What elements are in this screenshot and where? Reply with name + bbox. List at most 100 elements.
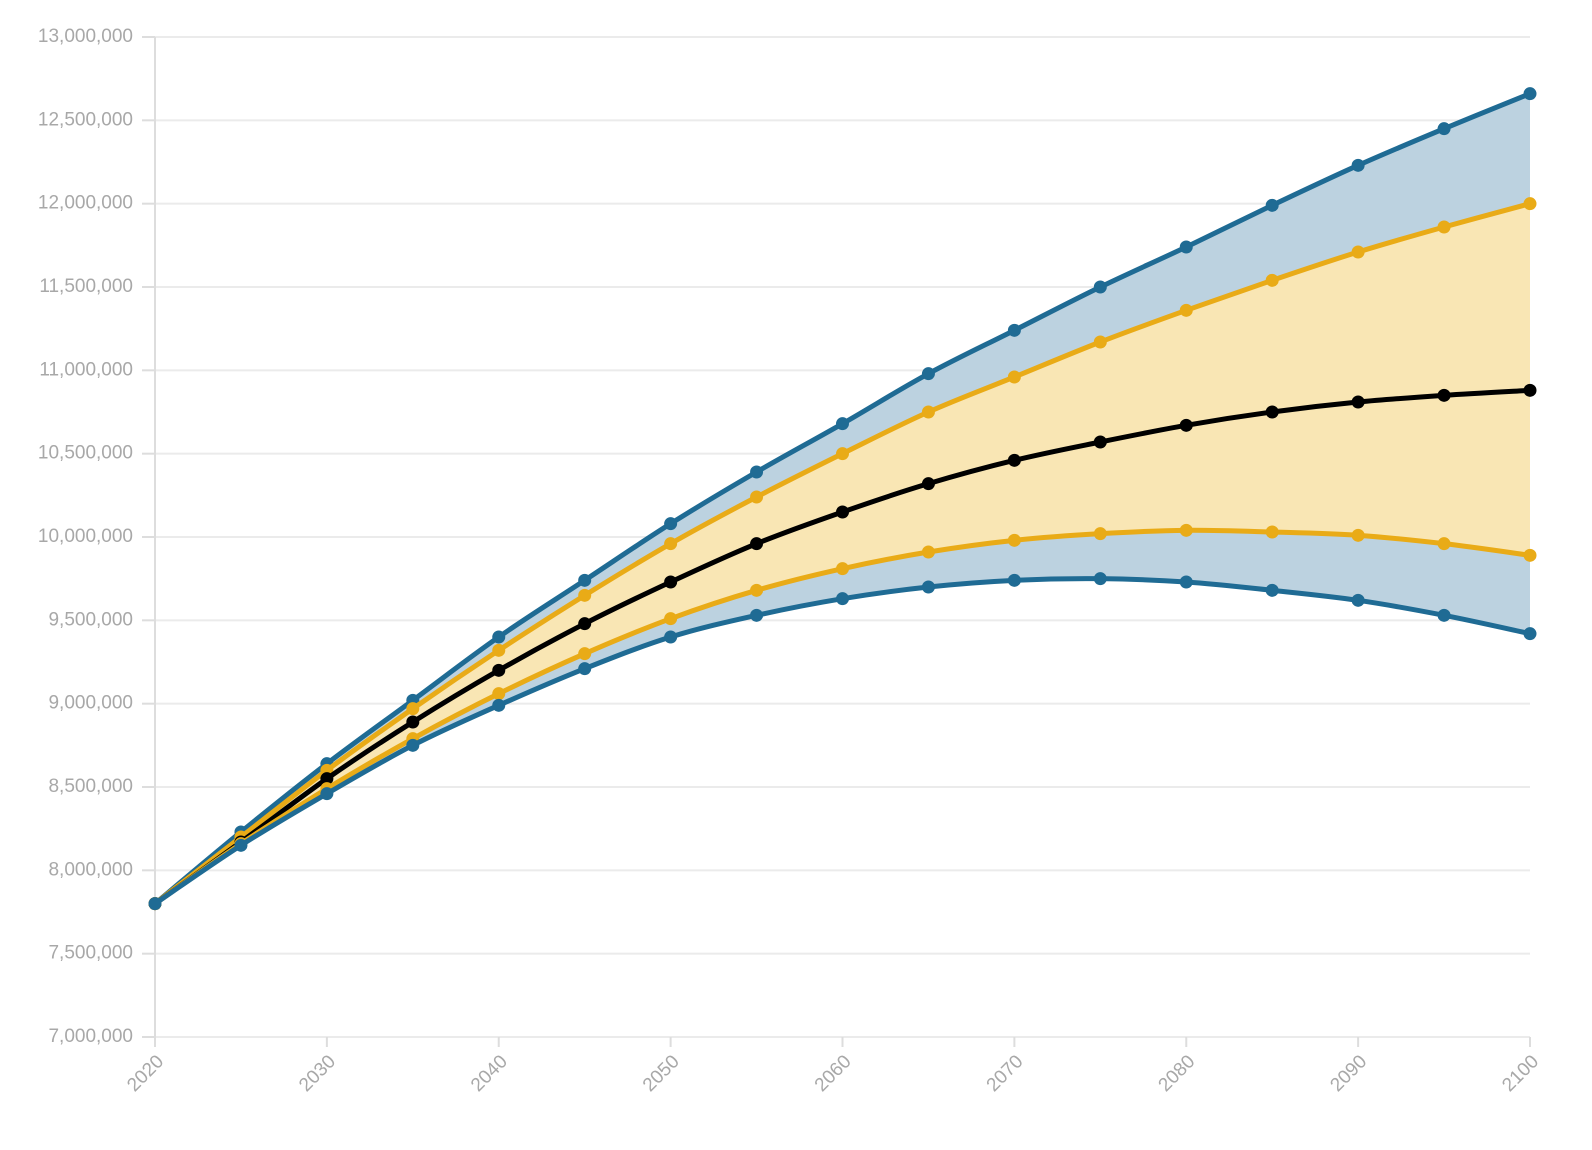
y-tick-label: 9,000,000 xyxy=(48,693,133,714)
x-tick-label: 2050 xyxy=(639,1051,684,1096)
point xyxy=(1179,575,1193,589)
x-tick-label: 2020 xyxy=(123,1051,168,1096)
y-tick-label: 11,000,000 xyxy=(39,359,133,380)
x-tick-label: 2030 xyxy=(295,1051,340,1096)
point xyxy=(1437,608,1451,622)
point xyxy=(664,612,678,626)
x-tick-label: 2060 xyxy=(811,1051,856,1096)
point xyxy=(1007,370,1021,384)
y-tick-label: 10,500,000 xyxy=(38,443,133,464)
line xyxy=(153,201,1531,906)
point xyxy=(750,537,764,551)
point xyxy=(578,662,592,676)
point xyxy=(664,630,678,644)
y-tick-label: 7,500,000 xyxy=(48,943,133,964)
point xyxy=(750,608,764,622)
point xyxy=(1179,240,1193,254)
point xyxy=(664,537,678,551)
point xyxy=(1523,87,1537,101)
x-tick-label: 2100 xyxy=(1498,1051,1543,1096)
point xyxy=(1265,273,1279,287)
point xyxy=(1179,523,1193,537)
point xyxy=(1265,198,1279,212)
point xyxy=(1093,435,1107,449)
point xyxy=(578,647,592,661)
point xyxy=(1007,533,1021,547)
point xyxy=(492,643,506,657)
x-tick-label: 2080 xyxy=(1155,1051,1200,1096)
point xyxy=(1093,527,1107,541)
point xyxy=(320,787,334,801)
point xyxy=(578,588,592,602)
point xyxy=(836,447,849,461)
point xyxy=(1093,572,1107,586)
point xyxy=(1265,583,1279,597)
point xyxy=(406,738,420,752)
point xyxy=(1351,158,1365,172)
point xyxy=(921,580,935,594)
point xyxy=(1351,528,1365,542)
y-tick-label: 11,500,000 xyxy=(39,276,133,297)
y-tick-label: 7,000,000 xyxy=(48,1026,133,1047)
point xyxy=(578,573,592,587)
point xyxy=(1007,453,1021,467)
point xyxy=(1265,405,1279,419)
point xyxy=(492,687,506,701)
point xyxy=(836,417,849,431)
y-tick-label: 12,000,000 xyxy=(38,193,133,214)
point xyxy=(1351,245,1365,259)
point xyxy=(1437,220,1451,234)
y-tick-label: 8,500,000 xyxy=(48,776,133,797)
point xyxy=(1007,323,1021,337)
point xyxy=(921,477,935,491)
point xyxy=(406,715,420,729)
point xyxy=(836,505,849,519)
point xyxy=(234,838,248,852)
point xyxy=(1437,122,1451,136)
point xyxy=(750,465,764,479)
point xyxy=(406,702,420,716)
point xyxy=(1437,537,1451,551)
y-tick-label: 10,000,000 xyxy=(38,526,133,547)
point xyxy=(921,405,935,419)
line xyxy=(153,387,1531,906)
point xyxy=(492,698,506,712)
point xyxy=(836,592,849,606)
point xyxy=(1523,627,1537,641)
point xyxy=(1437,388,1451,402)
line xyxy=(153,91,1531,906)
point xyxy=(1093,335,1107,349)
x-tick-label: 2070 xyxy=(983,1051,1028,1096)
band xyxy=(155,203,1530,904)
point xyxy=(1523,197,1537,211)
y-tick-label: 12,500,000 xyxy=(38,109,133,130)
point xyxy=(578,617,592,631)
point xyxy=(148,897,162,911)
point xyxy=(1523,383,1537,397)
point xyxy=(1265,525,1279,539)
point xyxy=(921,545,935,559)
point xyxy=(664,517,678,531)
point xyxy=(1179,418,1193,432)
point xyxy=(921,367,935,381)
point xyxy=(1093,280,1107,294)
x-tick-label: 2040 xyxy=(467,1051,512,1096)
point xyxy=(1351,593,1365,607)
point xyxy=(750,583,764,597)
y-tick-label: 8,000,000 xyxy=(48,859,133,880)
point xyxy=(1523,548,1537,562)
point xyxy=(1351,395,1365,409)
point xyxy=(836,562,849,576)
point xyxy=(750,490,764,504)
point xyxy=(1179,303,1193,317)
point xyxy=(1007,573,1021,587)
point xyxy=(664,575,678,589)
y-tick-label: 13,000,000 xyxy=(38,26,133,47)
point xyxy=(492,630,506,644)
x-tick-label: 2090 xyxy=(1326,1051,1371,1096)
point xyxy=(492,663,506,677)
y-tick-label: 9,500,000 xyxy=(48,609,133,630)
point xyxy=(320,772,334,786)
